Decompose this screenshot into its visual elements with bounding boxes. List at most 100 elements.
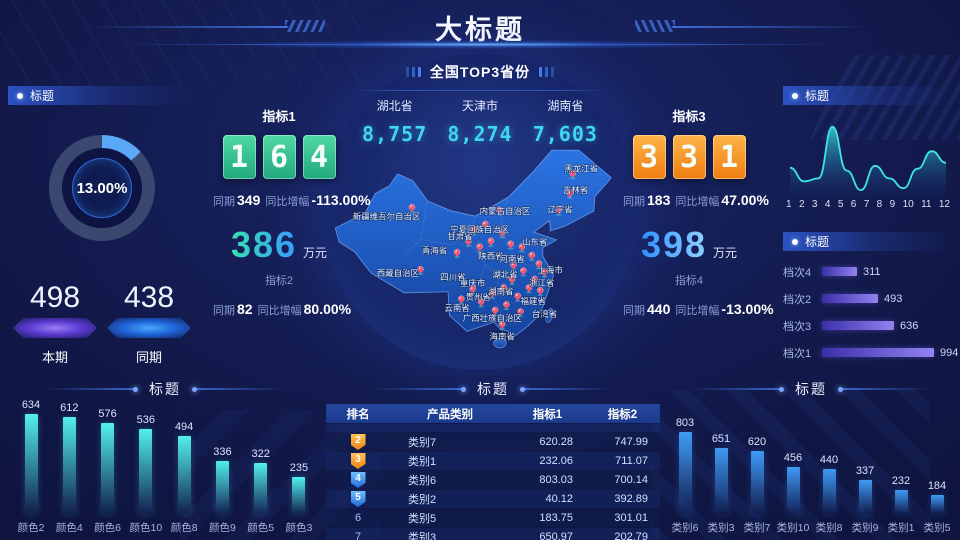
product-table: 排名 产品类别 指标1 指标2 2 类别7 620.28 747.99 3 类别1 232.… bbox=[326, 403, 660, 540]
column-header: 指标2 bbox=[585, 404, 660, 423]
map-pin[interactable] bbox=[518, 243, 526, 253]
bar bbox=[139, 429, 153, 514]
map-pin[interactable] bbox=[569, 170, 576, 180]
bar-value: 232 bbox=[891, 475, 911, 487]
bar-label: 颜色9 bbox=[208, 522, 236, 534]
map-pin[interactable] bbox=[499, 229, 506, 239]
bar-颜色4[interactable]: 612 颜色4 bbox=[52, 402, 86, 535]
map-pin[interactable] bbox=[408, 203, 416, 213]
bar-颜色6[interactable]: 576 颜色6 bbox=[91, 408, 125, 535]
gauge-donut-wrap[interactable]: 13.00% bbox=[49, 135, 155, 241]
bar-label: 类别10 bbox=[776, 522, 810, 534]
rank-row-档次2[interactable]: 档次2 493 bbox=[783, 293, 953, 306]
bar-颜色2[interactable]: 634 颜色2 bbox=[14, 399, 48, 535]
top3-items: 湖北省 8,757 天津市 8,274 湖南省 7,603 bbox=[352, 97, 608, 146]
bar bbox=[292, 477, 306, 514]
map-pin[interactable] bbox=[503, 301, 510, 311]
bar-类别9[interactable]: 337 类别9 bbox=[848, 465, 882, 535]
map-pin[interactable] bbox=[469, 285, 476, 295]
map-pin[interactable] bbox=[531, 275, 538, 285]
section-title: 标题 bbox=[477, 381, 509, 397]
top3-item[interactable]: 湖北省 8,757 bbox=[352, 97, 437, 146]
bar-类别8[interactable]: 440 类别8 bbox=[812, 454, 846, 535]
map-label: 湖北省 bbox=[492, 269, 517, 279]
table-row[interactable]: 4 类别6 803.03 700.14 bbox=[326, 471, 660, 489]
map-pin[interactable] bbox=[453, 248, 461, 259]
rank-row-档次1[interactable]: 档次1 994 bbox=[783, 347, 958, 360]
rank-number: 6 bbox=[354, 512, 362, 524]
map-pin[interactable] bbox=[520, 267, 527, 277]
table-row[interactable]: 5 类别2 40.12 392.89 bbox=[326, 490, 660, 508]
map-pin[interactable] bbox=[470, 226, 478, 236]
metric-label: 指标3 bbox=[672, 109, 706, 124]
bar-类别10[interactable]: 456 类别10 bbox=[776, 452, 810, 535]
map-pin[interactable] bbox=[499, 320, 506, 330]
table-row[interactable]: 3 类别1 232.06 711.07 bbox=[326, 452, 660, 470]
bar bbox=[858, 480, 872, 514]
map-pin[interactable] bbox=[510, 261, 517, 271]
map-label: 福建省 bbox=[521, 296, 546, 306]
map-pin[interactable] bbox=[555, 206, 562, 216]
map-pin[interactable] bbox=[514, 292, 521, 302]
map-label: 四川省 bbox=[440, 272, 465, 282]
map-label: 甘肃省 bbox=[447, 231, 472, 241]
bar-value: 184 bbox=[927, 480, 947, 492]
bar-类别7[interactable]: 620 类别7 bbox=[740, 436, 774, 535]
map-pin[interactable] bbox=[491, 306, 499, 316]
prev-value: 440 bbox=[647, 301, 671, 317]
bar-颜色5[interactable]: 322 颜色5 bbox=[244, 448, 278, 535]
map-pin[interactable] bbox=[465, 237, 472, 247]
map-pin[interactable] bbox=[541, 268, 548, 278]
bg-texture-bottom-right bbox=[650, 390, 930, 540]
bar-颜色8[interactable]: 494 颜色8 bbox=[167, 421, 201, 535]
bar-label: 颜色6 bbox=[94, 522, 121, 534]
map-pin[interactable] bbox=[535, 260, 543, 270]
map-pin[interactable] bbox=[528, 251, 535, 261]
rank-row-档次3[interactable]: 档次3 636 bbox=[783, 320, 953, 333]
map-pin[interactable] bbox=[500, 284, 507, 294]
map-pin[interactable] bbox=[517, 308, 524, 318]
previous-period-stat[interactable]: 438 同期 bbox=[105, 283, 193, 366]
province-name: 湖北省 bbox=[376, 99, 413, 113]
map-pin[interactable] bbox=[525, 284, 533, 294]
map-pin[interactable] bbox=[477, 298, 485, 308]
map-label: 山东省 bbox=[522, 237, 547, 247]
map-pin[interactable] bbox=[458, 295, 465, 305]
bar-颜色10[interactable]: 536 颜色10 bbox=[129, 414, 163, 535]
rank-label: 档次4 bbox=[783, 266, 812, 279]
map-pin[interactable] bbox=[507, 240, 514, 250]
bar-颜色9[interactable]: 336 颜色9 bbox=[205, 446, 239, 535]
map-pin[interactable] bbox=[489, 289, 496, 299]
ticks-right-icon bbox=[539, 67, 555, 77]
top3-item[interactable]: 天津市 8,274 bbox=[437, 97, 522, 146]
map-pin[interactable] bbox=[417, 265, 424, 275]
map-pin[interactable] bbox=[482, 220, 489, 230]
current-period-stat[interactable]: 498 本期 bbox=[11, 283, 99, 366]
bar-value: 612 bbox=[60, 402, 79, 414]
map-pin[interactable] bbox=[496, 206, 503, 216]
map-pin[interactable] bbox=[537, 287, 544, 297]
bar-类别3[interactable]: 651 类别3 bbox=[704, 433, 738, 535]
table-row[interactable]: 7 类别3 650.97 202.79 bbox=[326, 528, 660, 540]
map-pin[interactable] bbox=[487, 237, 495, 247]
table-row[interactable]: 2 类别7 620.28 747.99 bbox=[326, 433, 660, 451]
prev-label: 同期 bbox=[213, 196, 235, 208]
panel-header: 标题 bbox=[783, 232, 953, 251]
rank-row-档次4[interactable]: 档次4 311 bbox=[783, 266, 953, 279]
map-label: 湖南省 bbox=[488, 286, 513, 296]
bar-类别6[interactable]: 803 类别6 bbox=[668, 417, 702, 535]
prev-value: 349 bbox=[237, 192, 261, 208]
map-pin[interactable] bbox=[566, 189, 574, 199]
growth-value: -13.00% bbox=[721, 301, 774, 317]
table-row[interactable]: 6 类别5 183.75 301.01 bbox=[326, 509, 660, 527]
map-pin[interactable] bbox=[476, 243, 483, 253]
trend-svg[interactable] bbox=[785, 113, 951, 197]
metric-unit: 万元 bbox=[303, 246, 328, 260]
bar-类别5[interactable]: 184 类别5 bbox=[920, 480, 954, 535]
bar-类别1[interactable]: 232 类别1 bbox=[884, 475, 918, 535]
top3-item[interactable]: 湖南省 7,603 bbox=[523, 97, 608, 146]
bar-颜色3[interactable]: 235 颜色3 bbox=[282, 462, 316, 535]
map-pin[interactable] bbox=[508, 275, 516, 285]
